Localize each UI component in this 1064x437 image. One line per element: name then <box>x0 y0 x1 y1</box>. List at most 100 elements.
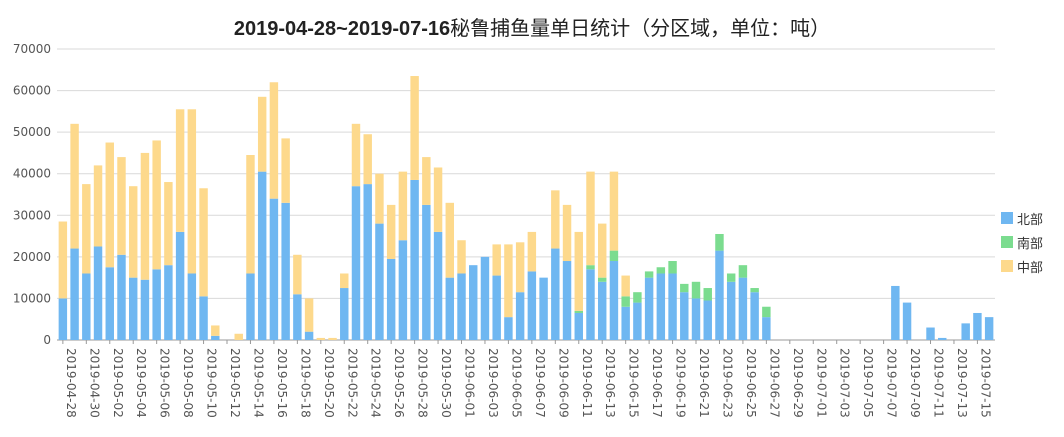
bar-segment-north <box>504 317 513 340</box>
bar-segment-south <box>621 296 630 307</box>
bar-segment-north <box>703 300 712 340</box>
x-tick-label: 2019-05-22 <box>345 348 359 418</box>
bar-segment-north <box>562 261 572 340</box>
bar-segment-central <box>586 171 595 266</box>
bar-segment-central <box>433 167 443 232</box>
bar-segment-central <box>492 244 501 276</box>
bar-segment-north <box>644 277 654 340</box>
bar-segment-north <box>515 292 525 340</box>
y-tick-label: 60000 <box>13 84 51 98</box>
bar-segment-north <box>492 275 501 340</box>
bar-segment-central <box>351 123 361 187</box>
legend-swatch-central <box>1001 260 1013 272</box>
x-tick-label: 2019-07-05 <box>861 348 875 418</box>
bar-segment-north <box>973 312 982 340</box>
bar-segment-central <box>551 190 560 249</box>
y-tick-label: 70000 <box>13 42 51 56</box>
bar-segment-north <box>164 265 173 340</box>
bar-segment-central <box>422 157 431 205</box>
bar-segment-central <box>597 223 607 278</box>
legend-label-south: 南部 <box>1017 236 1044 252</box>
bar-segment-north <box>82 273 91 340</box>
x-tick-label: 2019-05-28 <box>416 348 430 418</box>
chart-title-dates: 2019-04-28~2019-07-16 <box>233 18 451 40</box>
bar-segment-central <box>304 298 314 332</box>
legend-item-south[interactable]: 南部 <box>1001 230 1043 254</box>
bar-segment-central <box>328 337 337 340</box>
x-tick-label: 2019-06-05 <box>509 348 523 418</box>
bar-segment-central <box>527 231 537 272</box>
bar-segment-central <box>187 109 197 274</box>
x-tick-label: 2019-06-13 <box>603 348 617 418</box>
bar-segment-north <box>140 279 150 340</box>
x-tick-label: 2019-07-11 <box>932 348 946 418</box>
bar-segment-north <box>680 292 689 340</box>
bar-segment-north <box>58 298 68 340</box>
bar-segment-north <box>410 179 419 340</box>
bar-segment-north <box>597 281 607 340</box>
chart-title: 2019-04-28~2019-07-16秘鲁捕鱼量单日统计（分区域，单位：吨） <box>0 12 1064 41</box>
bar-segment-central <box>609 171 619 251</box>
x-tick-label: 2019-05-18 <box>298 348 312 418</box>
bar-segment-north <box>469 265 478 340</box>
x-tick-label: 2019-05-14 <box>251 348 265 418</box>
bar-segment-central <box>199 188 208 297</box>
bar-segment-central <box>117 157 126 255</box>
bar-segment-north <box>199 296 208 340</box>
bar-segment-central <box>457 240 466 274</box>
bar-segment-north <box>398 240 408 340</box>
bar-segment-central <box>269 82 279 199</box>
legend-swatch-south <box>1001 236 1013 248</box>
bar-segment-south <box>703 288 712 301</box>
bar-segment-north <box>187 273 197 340</box>
y-axis-ticks: 0 10000 20000 30000 40000 50000 60000 70000 <box>13 42 51 347</box>
bar-segment-south <box>726 273 736 282</box>
x-tick-label: 2019-06-11 <box>580 348 594 418</box>
legend-label-central: 中部 <box>1017 260 1044 276</box>
x-tick-label: 2019-07-09 <box>908 348 922 418</box>
bar-segment-central <box>445 202 455 278</box>
bar-segment-north <box>609 261 619 340</box>
x-tick-label: 2019-06-23 <box>720 348 734 418</box>
bar-segment-central <box>234 333 243 340</box>
bar-segment-north <box>762 317 771 340</box>
x-tick-label: 2019-05-04 <box>134 348 148 418</box>
bar-segment-north <box>433 231 443 340</box>
bar-segment-north <box>128 277 138 340</box>
bar-segment-north <box>340 288 349 340</box>
bar-segment-north <box>621 306 630 340</box>
bar-segment-north <box>527 271 537 340</box>
legend-item-north[interactable]: 北部 <box>1001 206 1043 230</box>
bar-segment-south <box>738 265 748 278</box>
bar-segment-central <box>164 182 173 266</box>
legend-item-central[interactable]: 中部 <box>1001 254 1043 278</box>
x-tick-label: 2019-06-19 <box>674 348 688 418</box>
bar-segment-central <box>128 186 138 278</box>
bar-segment-north <box>457 273 466 340</box>
x-axis: 2019-04-28 2019-04-30 2019-05-02 2019-05-04… <box>62 340 992 418</box>
bar-segment-south <box>680 283 689 293</box>
bar-segment-north <box>668 273 677 340</box>
x-tick-label: 2019-06-09 <box>556 348 570 418</box>
bar-segment-south <box>586 265 595 270</box>
x-tick-label: 2019-06-03 <box>486 348 500 418</box>
x-tick-label: 2019-05-10 <box>205 348 219 418</box>
x-tick-label: 2019-05-16 <box>275 348 289 418</box>
bar-segment-south <box>644 271 654 278</box>
bar-segment-north <box>574 312 583 340</box>
x-tick-label: 2019-04-30 <box>87 348 101 418</box>
grid-lines <box>57 48 995 341</box>
bar-segment-north <box>93 246 103 340</box>
bar-segment-north <box>363 184 372 340</box>
bar-segment-north <box>351 186 361 340</box>
bar-segment-north <box>304 331 314 340</box>
bar-segment-central <box>363 134 372 185</box>
x-tick-label: 2019-06-25 <box>744 348 758 418</box>
x-tick-label: 2019-05-06 <box>158 348 172 418</box>
x-tick-label: 2019-05-02 <box>111 348 125 418</box>
bar-segment-north <box>70 248 79 340</box>
bar-segment-north <box>281 202 290 340</box>
bar-segment-north <box>551 248 560 340</box>
bar-segment-north <box>726 281 736 340</box>
x-tick-label: 2019-05-08 <box>181 348 195 418</box>
